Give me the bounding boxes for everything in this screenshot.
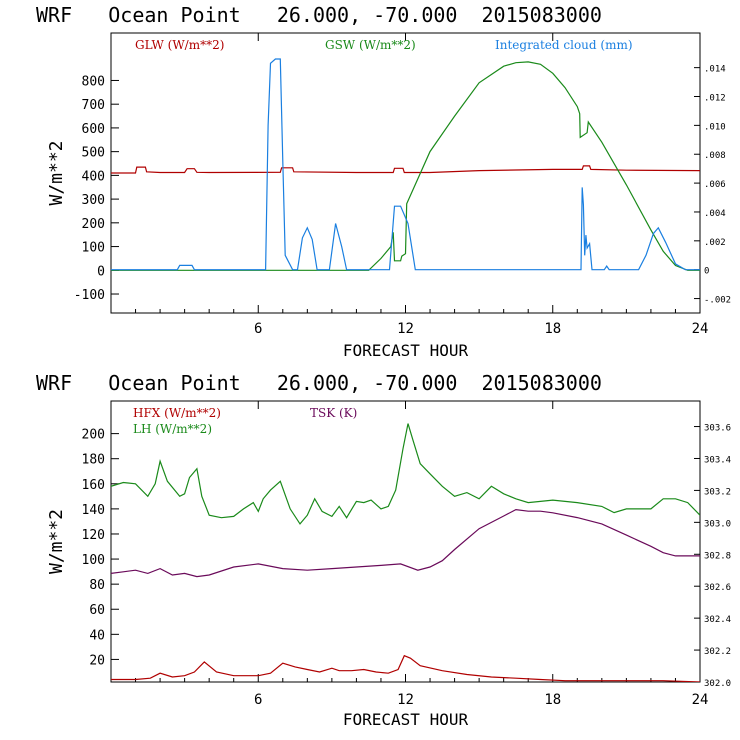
y-tick-label: 120 [82,528,105,543]
chart-title: WRF Ocean Point 26.000, -70.000 20150830… [36,3,602,27]
y2-tick-label: 303.2 [704,487,731,497]
y2-tick-label: 302.2 [704,647,731,657]
y-tick-label: 60 [89,603,105,618]
y-tick-label: 200 [82,428,105,443]
y2-tick-label: .012 [704,94,726,104]
y2-tick-label: .006 [704,180,726,190]
chart-panel-1: WRF Ocean Point 26.000, -70.000 20150830… [36,3,731,360]
legend-entry-hfx: HFX (W/m**2) [133,406,221,420]
x-tick-label: 24 [692,692,709,708]
x-tick-label: 6 [254,692,262,708]
y2-tick-label: 302.4 [704,615,731,625]
y2-tick-label: 303.6 [704,424,731,434]
y-tick-label: 100 [82,553,105,568]
y-tick-label: -100 [74,288,105,303]
y-axis-title: W/m**2 [46,509,67,574]
y2-tick-label: .004 [704,209,726,219]
y-tick-label: 600 [82,122,105,137]
y-tick-label: 20 [89,653,105,668]
x-tick-label: 18 [544,692,561,708]
y2-tick-label: 303.4 [704,455,731,465]
x-tick-label: 12 [397,692,414,708]
series-line-hfx [111,654,700,682]
y2-tick-label: 302.0 [704,679,731,689]
x-axis-title: FORECAST HOUR [343,710,469,729]
legend-entry-tsk: TSK (K) [310,406,357,420]
plot-frame [110,400,701,683]
series-line-glw [111,165,700,174]
y2-tick-label: .008 [704,151,726,161]
y-tick-label: 140 [82,503,105,518]
chart-title: WRF Ocean Point 26.000, -70.000 20150830… [36,371,602,395]
y-tick-label: 80 [89,578,105,593]
y-tick-label: 800 [82,74,105,89]
legend-entry-cloud: Integrated cloud (mm) [495,38,633,52]
series-line-cloud [111,58,700,271]
y-tick-label: 160 [82,478,105,493]
series-line-lh [111,423,700,525]
legend-entry-lh: LH (W/m**2) [133,422,212,436]
y2-tick-label: 302.6 [704,583,731,593]
x-tick-label: 6 [254,321,262,337]
y2-tick-label: .010 [704,122,726,132]
y-tick-label: 500 [82,146,105,161]
chart-panel-2: WRF Ocean Point 26.000, -70.000 20150830… [36,371,731,729]
series-line-gsw [111,61,700,271]
y2-tick-label: .014 [704,65,726,75]
x-tick-label: 24 [692,321,709,337]
y-tick-label: 180 [82,453,105,468]
y2-tick-label: 303.0 [704,519,731,529]
legend-entry-glw: GLW (W/m**2) [135,38,224,52]
x-tick-label: 12 [397,321,414,337]
y2-tick-label: .002 [704,238,726,248]
y-tick-label: 0 [97,264,105,279]
y-tick-label: 300 [82,193,105,208]
y2-tick-label: 302.8 [704,551,731,561]
y-tick-label: 40 [89,628,105,643]
y2-tick-label: 0 [704,267,709,277]
y-tick-label: 100 [82,241,105,256]
y-tick-label: 400 [82,169,105,184]
y-axis-title: W/m**2 [46,140,67,205]
x-axis-title: FORECAST HOUR [343,341,469,360]
y2-tick-label: -.002 [704,296,731,306]
series-line-tsk [111,508,700,578]
legend-entry-gsw: GSW (W/m**2) [325,38,416,52]
x-tick-label: 18 [544,321,561,337]
y-tick-label: 700 [82,98,105,113]
y-tick-label: 200 [82,217,105,232]
